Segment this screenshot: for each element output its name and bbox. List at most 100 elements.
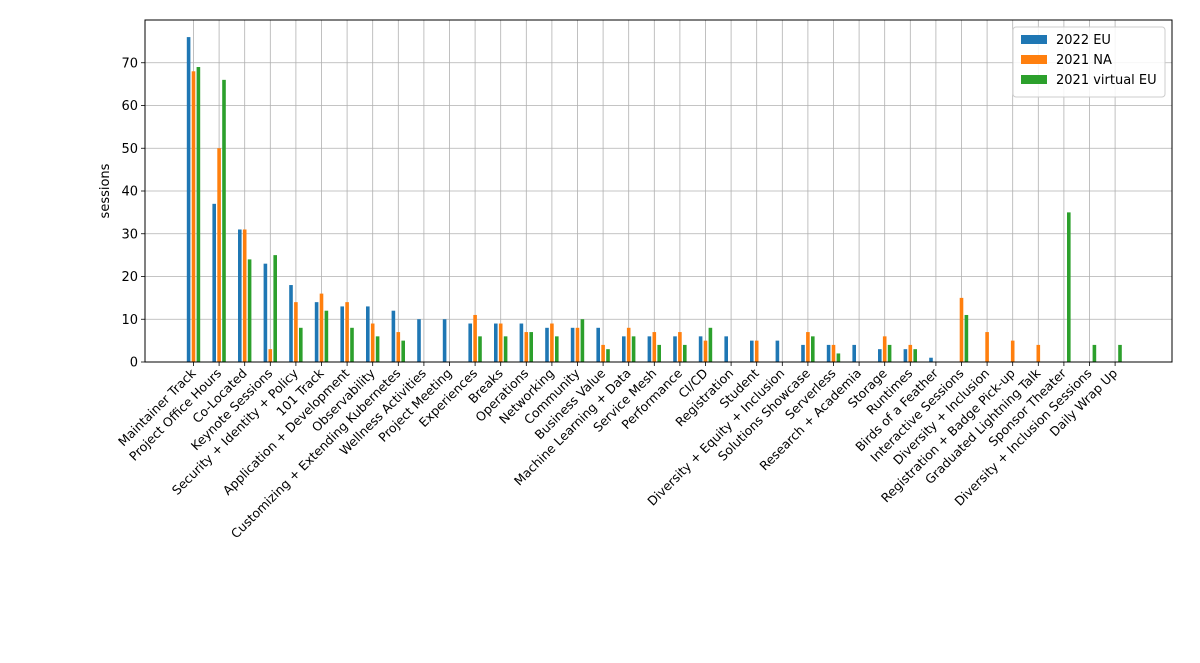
bar: [959, 297, 964, 362]
bar: [929, 357, 933, 362]
bar: [242, 229, 247, 362]
bar: [550, 323, 554, 362]
bar: [191, 71, 196, 363]
bar: [401, 340, 405, 362]
y-axis-label: sessions: [98, 163, 113, 218]
bar: [503, 336, 508, 362]
bar: [555, 336, 559, 362]
y-tick-label: 20: [121, 270, 138, 285]
bar: [631, 336, 636, 362]
bar: [396, 332, 401, 362]
bar: [826, 344, 831, 362]
bar: [703, 340, 708, 362]
bar: [391, 310, 396, 362]
bar: [806, 332, 810, 362]
bar: [370, 323, 375, 362]
bar: [273, 255, 277, 362]
legend: 2022 EU 2021 NA 2021 virtual EU: [1012, 26, 1166, 98]
bar: [836, 353, 841, 362]
bar: [831, 344, 836, 362]
bar: [345, 302, 349, 362]
bar: [289, 285, 293, 362]
bar: [1010, 340, 1015, 362]
bar: [724, 336, 728, 362]
bar: [529, 332, 533, 362]
bar: [754, 340, 759, 362]
bar: [626, 327, 631, 362]
y-tick-label: 50: [121, 142, 138, 157]
bar: [222, 79, 226, 362]
legend-label: 2022 EU: [1056, 33, 1111, 48]
bar: [319, 293, 324, 362]
bar: [247, 259, 252, 362]
bar: [964, 314, 969, 362]
bar: [498, 323, 503, 362]
bar: [852, 344, 856, 362]
bar: [811, 336, 815, 362]
bar: [1118, 344, 1122, 362]
bar: [294, 302, 298, 362]
bar: [678, 332, 682, 362]
bar: [622, 336, 626, 362]
bar: [801, 344, 805, 362]
bar: [657, 344, 661, 362]
bar: [652, 332, 657, 362]
y-tick-label: 40: [121, 185, 138, 200]
bar: [750, 340, 754, 362]
legend-label: 2021 NA: [1056, 53, 1112, 68]
bar: [580, 319, 585, 362]
bar: [268, 349, 273, 362]
bar: [887, 344, 892, 362]
bar: [570, 327, 575, 362]
bar: [1092, 344, 1097, 362]
bar: [698, 336, 703, 362]
bar: [238, 229, 242, 362]
legend-box: [1012, 26, 1166, 98]
bar: [575, 327, 580, 362]
bar: [375, 336, 380, 362]
bar: [882, 336, 887, 362]
bar: [324, 310, 329, 362]
bar: [683, 344, 687, 362]
bars: [186, 37, 1122, 363]
bar: [494, 323, 498, 362]
bar: [263, 263, 268, 362]
bar: [186, 37, 191, 362]
bar: [775, 340, 780, 362]
bar: [299, 327, 303, 362]
bar: [417, 319, 421, 362]
bar: [366, 306, 370, 362]
bar: [606, 349, 610, 362]
bar: [647, 336, 652, 362]
legend-swatch: [1021, 35, 1047, 44]
bar: [596, 327, 600, 362]
bar: [519, 323, 524, 362]
y-tick-label: 10: [121, 313, 138, 328]
bar: [340, 306, 344, 362]
bar: [473, 314, 477, 362]
bar: [442, 319, 447, 362]
y-tick-label: 70: [121, 56, 138, 71]
bar: [196, 67, 201, 363]
legend-swatch: [1021, 75, 1047, 84]
bar: [314, 302, 319, 362]
bar: [1067, 212, 1071, 362]
bar: [985, 332, 989, 362]
bar: [545, 327, 549, 362]
bar: [908, 344, 913, 362]
legend-label: 2021 virtual EU: [1056, 73, 1157, 88]
bar: [903, 349, 908, 362]
y-tick-label: 30: [121, 227, 138, 242]
y-tick-label: 0: [130, 356, 138, 371]
bar: [878, 349, 882, 362]
bar: [478, 336, 482, 362]
legend-swatch: [1021, 55, 1047, 64]
bar: [524, 332, 529, 362]
bar: [913, 349, 917, 362]
bar: [212, 203, 216, 362]
bar: [1036, 344, 1041, 362]
bar: [217, 148, 221, 362]
bar: [673, 336, 677, 362]
bar: [350, 327, 354, 362]
